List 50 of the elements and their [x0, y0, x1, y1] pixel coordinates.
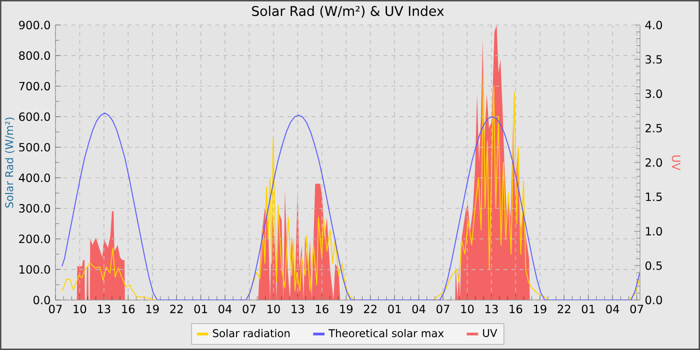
x-tick-label: 01: [582, 304, 595, 314]
y-tick-label: 300.0: [19, 204, 50, 213]
x-tick-label: 04: [606, 304, 620, 314]
y2-tick-label: 0.0: [645, 296, 662, 304]
x-tick-label: 19: [534, 304, 546, 314]
x-tick-label: 13: [98, 304, 110, 314]
y2-tick-label: 0.5: [645, 261, 662, 270]
y2-tick-label: 3.0: [646, 89, 662, 98]
legend-label: Solar radiation: [212, 328, 290, 338]
y-axis-title: Solar Rad (W/m²): [4, 118, 14, 208]
y-tick-label: 800.0: [19, 51, 50, 60]
x-tick-label: 22: [170, 304, 183, 314]
x-tick-label: 19: [340, 304, 353, 314]
x-tick-label: 16: [122, 304, 135, 314]
x-tick-label: 01: [194, 304, 207, 314]
y2-tick-label: 2.5: [646, 124, 662, 132]
x-tick-label: 07: [436, 304, 450, 314]
y-tick-label: 700.0: [19, 82, 50, 90]
x-tick-label: 13: [292, 304, 304, 314]
y-tick-label: 500.0: [19, 142, 50, 152]
y-tick-label: 600.0: [19, 112, 50, 121]
y2-tick-label: 1.0: [646, 226, 662, 236]
x-tick-label: 10: [74, 304, 86, 314]
x-tick-label: 01: [388, 304, 401, 314]
x-tick-label: 07: [630, 304, 644, 314]
y2-tick-label: 1.5: [646, 192, 662, 202]
x-tick-label: 13: [485, 304, 498, 314]
legend-label: Theoretical solar max: [328, 328, 444, 338]
x-tick-label: 22: [558, 304, 570, 314]
y2-axis-title: UV: [672, 155, 680, 170]
x-tick-label: 16: [510, 304, 522, 314]
x-tick-label: 22: [364, 304, 376, 314]
x-tick-label: 16: [316, 304, 328, 314]
x-tick-label: 10: [461, 304, 474, 314]
legend-label: UV: [483, 329, 498, 338]
x-tick-label: 07: [242, 304, 256, 314]
y-tick-label: 400.0: [18, 174, 50, 182]
y-tick-label: 0.0: [33, 296, 50, 304]
x-tick-label: 07: [49, 304, 62, 314]
y-tick-label: 200.0: [19, 234, 50, 244]
y-tick-label: 100.0: [20, 265, 50, 274]
x-tick-label: 19: [146, 304, 159, 314]
chart-title: Solar Rad (W/m²) & UV Index: [252, 6, 444, 18]
y-tick-label: 900.0: [19, 20, 50, 30]
x-tick-label: 04: [218, 304, 232, 314]
y2-tick-label: 2.0: [646, 158, 662, 167]
x-tick-label: 04: [412, 304, 426, 314]
y2-tick-label: 4.0: [645, 20, 662, 30]
y2-tick-label: 3.5: [646, 55, 662, 64]
x-tick-label: 10: [268, 304, 280, 314]
